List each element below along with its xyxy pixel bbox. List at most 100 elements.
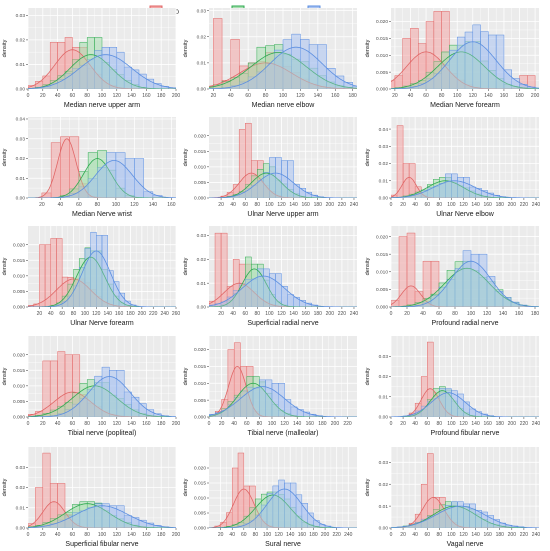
y-axis-label: density: [365, 39, 371, 57]
x-tick-label: 160: [483, 202, 492, 208]
x-tick-label: 160: [331, 93, 340, 99]
x-tick-label: 60: [242, 311, 248, 317]
x-tick-label: 60: [76, 202, 82, 208]
panel-7: 20 40 60 80 100 120 140 160 180 200 220 240 260 0.000…: [2, 226, 180, 327]
x-tick-label: 220: [520, 202, 529, 208]
y-tick-label: 0.00: [379, 196, 389, 202]
x-axis-title: Superficial fibular nerve: [65, 541, 138, 548]
x-tick-label: 40: [58, 202, 64, 208]
x-tick-label: 200: [172, 93, 181, 99]
x-tick-label: 80: [84, 93, 90, 99]
histogram-gt80: [56, 231, 137, 307]
histogram-bar: [39, 244, 46, 307]
density-area-mid: [391, 390, 539, 417]
y-tick-label: 0.00: [16, 196, 26, 202]
x-tick-label: 40: [229, 532, 235, 538]
x-tick-label: 60: [59, 311, 65, 317]
density-line-gt80: [28, 505, 176, 528]
x-tick-label: 200: [331, 421, 340, 427]
x-tick-label: 220: [338, 311, 347, 317]
density-area-lt60: [28, 392, 176, 417]
y-tick-label: 0.00: [379, 415, 389, 421]
x-tick-label: 40: [412, 202, 418, 208]
x-tick-label: 60: [70, 532, 76, 538]
density-line-lt60: [391, 388, 539, 417]
x-tick-label: 0: [27, 532, 30, 538]
density-area-mid: [28, 257, 176, 307]
y-axis-label: density: [2, 257, 8, 275]
x-tick-label: 80: [255, 202, 261, 208]
x-tick-label: 100: [453, 93, 462, 99]
x-tick-label: 260: [172, 311, 181, 317]
panel-8: 20 40 60 80 100 120 140 160 180 200 220 240 0.00 0.01…: [183, 226, 358, 327]
plot-area: [209, 122, 357, 198]
density-line-gt80: [209, 46, 357, 89]
x-tick-label: 60: [244, 421, 250, 427]
y-tick-label: 0.010: [194, 496, 206, 502]
x-tick-label: 120: [459, 202, 468, 208]
x-tick-label: 120: [296, 93, 305, 99]
y-tick-label: 0.005: [376, 287, 388, 293]
x-tick-label: 220: [338, 202, 347, 208]
x-tick-label: 240: [532, 421, 541, 427]
x-tick-label: 0: [27, 93, 30, 99]
x-tick-label: 200: [531, 93, 540, 99]
y-tick-label: 0.000: [194, 526, 206, 532]
y-tick-label: 0.02: [197, 34, 207, 40]
histogram-lt60: [391, 232, 440, 307]
x-tick-label: 60: [70, 93, 76, 99]
x-tick-label: 160: [483, 532, 492, 538]
y-axis-label: density: [365, 257, 371, 275]
histogram-bar: [408, 163, 416, 198]
y-tick-label: 0.01: [379, 178, 389, 184]
density-line-lt60: [28, 278, 176, 307]
density-area-mid: [209, 383, 357, 417]
x-tick-label: 20: [40, 93, 46, 99]
x-tick-label: 40: [230, 202, 236, 208]
x-axis-title: Median nerve upper arm: [64, 102, 140, 109]
x-tick-label: 80: [437, 202, 443, 208]
x-tick-label: 80: [439, 93, 445, 99]
density-line-mid: [391, 390, 539, 417]
panel-1: 0 20 40 60 80 100 120 140 160 180 200 0.00 0.01 0.02 0…: [2, 8, 180, 109]
density-line-mid: [391, 51, 539, 89]
x-tick-label: 160: [142, 93, 151, 99]
y-tick-label: 0.015: [13, 368, 25, 374]
y-tick-label: 0.005: [376, 70, 388, 76]
x-tick-label: 140: [104, 311, 113, 317]
density-area-lt60: [391, 285, 539, 307]
y-tick-label: 0.020: [194, 466, 206, 472]
y-tick-label: 0.010: [194, 381, 206, 387]
y-tick-label: 0.02: [379, 482, 389, 488]
density-area-gt80: [209, 276, 357, 307]
y-tick-label: 0.03: [197, 8, 207, 14]
density-area-gt80: [209, 47, 357, 89]
x-tick-label: 80: [255, 311, 261, 317]
y-tick-label: 0.015: [194, 481, 206, 487]
y-tick-label: 0.00: [16, 526, 26, 532]
y-axis-label: density: [183, 478, 189, 496]
panel-2: 20 40 60 80 100 120 140 160 180 0.00 0.01 0.02 0.03 d…: [183, 8, 357, 109]
x-tick-label: 40: [231, 421, 237, 427]
density-line-gt80: [209, 386, 357, 417]
y-tick-label: 0.020: [376, 234, 388, 240]
x-tick-label: 180: [496, 532, 505, 538]
x-tick-label: 20: [37, 311, 43, 317]
x-tick-label: 200: [172, 532, 181, 538]
y-tick-label: 0.01: [197, 281, 207, 287]
x-tick-label: 60: [241, 532, 247, 538]
density-line-lt60: [209, 172, 357, 198]
x-axis-title: Profound radial nerve: [432, 320, 499, 327]
x-tick-label: 20: [404, 311, 410, 317]
y-tick-label: 0.01: [16, 176, 26, 182]
histogram-bar: [69, 136, 80, 198]
plot-area: [391, 125, 539, 198]
y-tick-label: 0.02: [16, 156, 26, 162]
y-tick-label: 0.03: [16, 465, 26, 471]
x-tick-label: 140: [286, 532, 295, 538]
density-area-mid: [391, 268, 539, 307]
y-tick-label: 0.04: [379, 127, 389, 133]
density-line-mid: [28, 503, 176, 528]
x-tick-label: 80: [71, 311, 77, 317]
